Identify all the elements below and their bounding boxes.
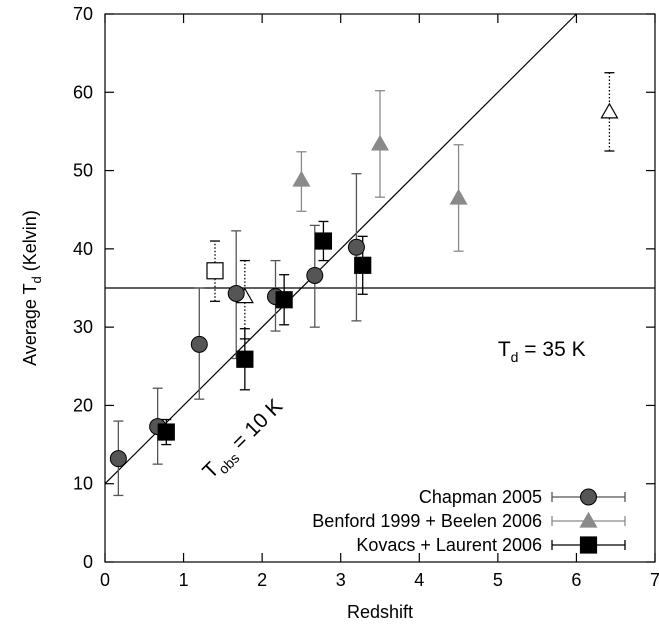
legend-label-benford: Benford 1999 + Beelen 2006	[312, 511, 542, 531]
x-tick-label: 5	[493, 570, 503, 590]
y-axis-label-sub: d	[29, 276, 44, 283]
x-axis-label: Redshift	[347, 602, 413, 622]
plot-frame	[104, 13, 656, 563]
td-annotation-main: T	[498, 338, 511, 361]
benford-marker-2	[449, 188, 468, 205]
benford-marker-1	[370, 134, 390, 151]
legend-label-chapman: Chapman 2005	[419, 487, 542, 507]
legend-entry-kovacs: Kovacs + Laurent 2006	[356, 535, 626, 555]
legend: Chapman 2005 Benford 1999 + Beelen 2006 Ko…	[312, 487, 626, 555]
legend-marker-chapman	[580, 488, 597, 506]
legend-entry-benford: Benford 1999 + Beelen 2006	[312, 511, 626, 531]
kovacs-marker-1	[236, 350, 254, 368]
y-tick-label: 40	[73, 239, 93, 259]
x-tick-label: 7	[650, 570, 659, 590]
kovacs-marker-0	[157, 423, 175, 441]
td-annotation-tail: = 35 K	[518, 338, 585, 361]
open-point-marker-2	[600, 102, 619, 119]
x-tick-label: 1	[179, 570, 189, 590]
kovacs-marker-2	[275, 291, 293, 309]
y-axis-label-tail: (Kelvin)	[20, 210, 40, 276]
kovacs-marker-4	[354, 256, 372, 274]
chapman-marker-6	[347, 238, 365, 256]
chapman-marker-3	[227, 284, 245, 302]
y-axis-label-main: Average T	[20, 283, 40, 365]
td-annotation-sub: d	[511, 349, 519, 365]
tobs-annotation: Tobs = 10 K	[198, 395, 290, 487]
error-bars	[113, 72, 615, 497]
tobs-reference-line	[104, 13, 577, 485]
y-tick-label: 10	[73, 474, 93, 494]
legend-marker-benford	[579, 511, 598, 528]
chapman-marker-2	[190, 335, 208, 353]
legend-label-kovacs: Kovacs + Laurent 2006	[356, 535, 542, 555]
x-tick-label: 2	[257, 570, 267, 590]
benford-marker-0	[292, 170, 311, 187]
y-tick-label: 20	[73, 395, 93, 415]
chapman-marker-5	[306, 266, 324, 284]
chapman-marker-0	[109, 450, 127, 468]
legend-entry-chapman: Chapman 2005	[419, 487, 626, 507]
reference-lines	[104, 13, 655, 485]
y-tick-label: 0	[83, 552, 93, 572]
y-tick-label: 70	[73, 4, 93, 24]
open-point-marker-0	[206, 262, 224, 280]
x-tick-label: 4	[414, 570, 424, 590]
x-tick-label: 0	[100, 570, 110, 590]
x-tick-label: 3	[336, 570, 346, 590]
y-tick-label: 30	[73, 317, 93, 337]
open-point-error-bar-0	[210, 240, 220, 302]
y-tick-label: 60	[73, 82, 93, 102]
y-axis-label: Average Td (Kelvin)	[20, 210, 44, 366]
td-annotation: Td = 35 K	[498, 338, 586, 365]
x-tick-label: 6	[571, 570, 581, 590]
tobs-annotation-tail: = 10 K	[223, 395, 287, 459]
y-tick-label: 50	[73, 161, 93, 181]
legend-marker-kovacs	[579, 536, 598, 554]
data-markers	[109, 102, 619, 468]
kovacs-marker-3	[314, 232, 333, 250]
